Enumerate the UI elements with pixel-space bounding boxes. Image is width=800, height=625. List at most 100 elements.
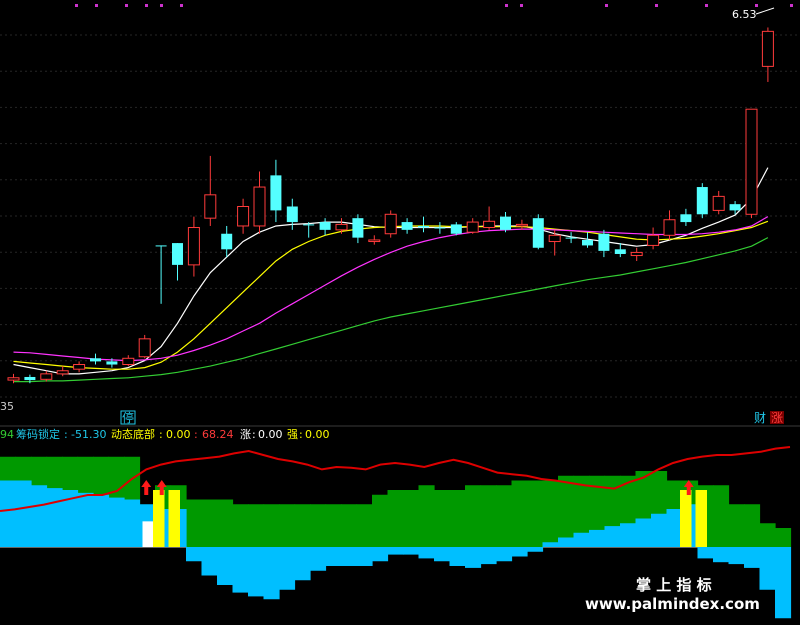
green-bar (434, 490, 451, 547)
top-dot (95, 4, 98, 7)
green-bar (589, 475, 606, 547)
blue-bar (186, 547, 203, 562)
legend-1-value: -51.30 (71, 428, 106, 441)
green-bar (573, 475, 590, 547)
blue-bar (372, 547, 389, 562)
blue-bar (620, 523, 637, 547)
candle-body (319, 222, 331, 230)
candle-body (614, 249, 626, 254)
blue-bar (449, 547, 466, 566)
candle-body (286, 206, 298, 223)
top-dot (520, 4, 523, 7)
legend-4-value: 0.00 (258, 428, 283, 441)
legend-5-colon: : (299, 428, 303, 441)
green-bar (449, 490, 466, 547)
blue-bar (263, 547, 280, 600)
green-bar (341, 504, 358, 547)
blue-bar (635, 518, 652, 547)
legend-3-colon: : (194, 428, 198, 441)
candle-body (270, 175, 282, 211)
green-bar (527, 480, 544, 547)
blue-bar (573, 532, 590, 547)
red-arrow (683, 480, 694, 495)
legend-5-name: 强 (287, 428, 298, 441)
price-arrow (755, 7, 775, 15)
blue-bar (15, 480, 32, 547)
blue-bar (356, 547, 373, 566)
top-dot (705, 4, 708, 7)
blue-bar (93, 494, 110, 547)
top-dot (145, 4, 148, 7)
candle-body (303, 224, 315, 226)
green-bar (232, 504, 249, 547)
green-bar (387, 490, 404, 547)
top-dot (75, 4, 78, 7)
candle-body (745, 108, 758, 215)
candle-body (483, 220, 496, 229)
price-label: 6.53 (732, 8, 757, 21)
blue-bar (248, 547, 265, 597)
green-bar (713, 485, 730, 547)
top-dot (160, 4, 163, 7)
candle-body (598, 233, 610, 251)
watermark-title: 掌 上 指 标 (636, 576, 712, 594)
red-arrow (141, 480, 152, 495)
blue-bar (480, 547, 497, 565)
yellow-bar (695, 490, 707, 547)
green-bar (511, 480, 528, 547)
candle-body (500, 216, 511, 230)
candle-body (647, 234, 660, 246)
blue-bar (775, 547, 792, 619)
candle-body (384, 213, 397, 235)
blue-bar (217, 547, 234, 585)
blue-bar (0, 480, 17, 547)
blue-bar (31, 485, 48, 547)
left-edge-label: 35 (0, 400, 14, 413)
red-arrow (156, 480, 167, 495)
blue-bar (201, 547, 218, 576)
top-dot (790, 4, 793, 7)
candle-body (237, 206, 250, 227)
top-dot (125, 4, 128, 7)
blue-bar (62, 490, 79, 547)
candle-body (352, 218, 364, 238)
indicator-id: 94 (0, 428, 14, 441)
candle-body (630, 251, 643, 257)
marker-zhang-box (770, 411, 784, 424)
green-bar (356, 504, 373, 547)
candle-body (565, 237, 577, 239)
green-bar (775, 528, 792, 547)
blue-bar (325, 547, 342, 566)
candle-body (401, 222, 413, 230)
price-grid (0, 34, 800, 398)
legend-1-colon: : (64, 428, 68, 441)
candle-body (56, 370, 69, 375)
candle-body (712, 195, 725, 211)
blue-bar (744, 547, 761, 568)
blue-bar (527, 547, 544, 552)
top-dot (655, 4, 658, 7)
green-bar (542, 480, 559, 547)
blue-bar (294, 547, 311, 581)
blue-bar (697, 547, 714, 559)
blue-bar (310, 547, 327, 571)
green-bar (372, 494, 389, 547)
candle-body (138, 338, 151, 358)
ma-line-3 (13, 237, 769, 383)
green-bar (201, 499, 218, 547)
green-bar (496, 485, 513, 547)
candle-body (204, 194, 217, 219)
candle-body (172, 243, 183, 265)
candle-body (155, 245, 167, 247)
candle-body (418, 225, 429, 228)
blue-bar (279, 547, 296, 590)
blue-bar (124, 499, 141, 547)
blue-bar (651, 513, 668, 547)
green-bar (279, 504, 296, 547)
candle-body (663, 219, 676, 236)
top-dot (755, 4, 758, 7)
blue-bar (604, 526, 621, 547)
blue-bar (666, 509, 683, 547)
candle-body (515, 223, 528, 227)
